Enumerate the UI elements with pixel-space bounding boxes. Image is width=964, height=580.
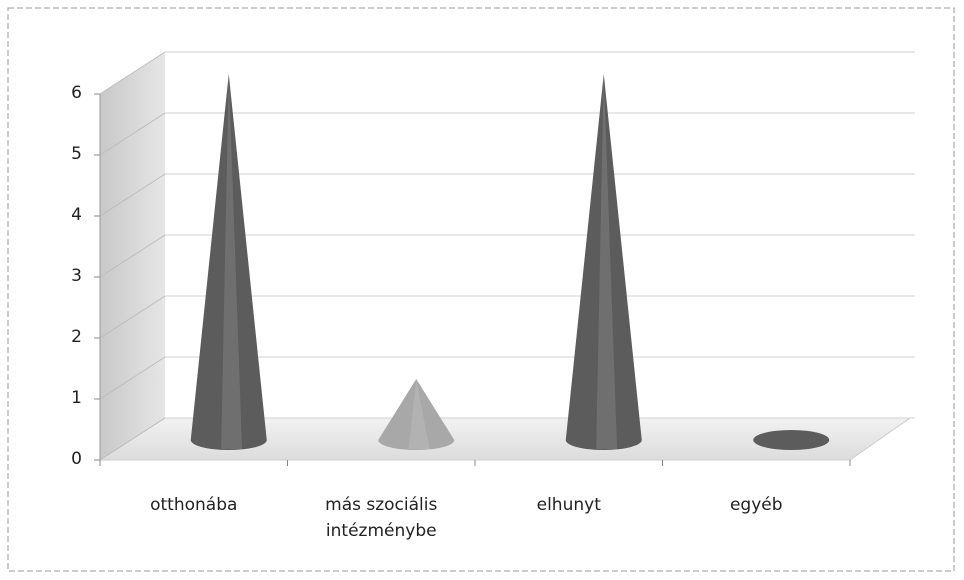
y-tick-label: 1 bbox=[71, 388, 82, 408]
cone bbox=[190, 74, 267, 450]
side-grid-line bbox=[99, 295, 166, 339]
side-grid-line bbox=[99, 417, 166, 461]
cone-part bbox=[408, 379, 430, 450]
x-tick-label: egyéb bbox=[729, 495, 783, 515]
y-tick-label: 3 bbox=[71, 266, 82, 286]
cone-part bbox=[565, 74, 642, 450]
y-tick-label: 0 bbox=[71, 449, 82, 469]
side-grid-line bbox=[99, 173, 166, 217]
side-grid-line bbox=[99, 356, 166, 400]
y-tick-label: 4 bbox=[71, 205, 82, 225]
frame bbox=[7, 7, 955, 572]
y-tick-label: 6 bbox=[71, 83, 82, 103]
y-tick-label: 2 bbox=[71, 327, 82, 347]
x-tick-label: más szociális intézménybe bbox=[325, 495, 438, 541]
x-tick-label: elhunyt bbox=[536, 495, 601, 515]
cone bbox=[753, 430, 830, 450]
cone-part bbox=[596, 74, 618, 450]
cone-part bbox=[190, 74, 267, 450]
side-grid-line bbox=[99, 51, 166, 95]
cone-part bbox=[378, 379, 455, 450]
cone bbox=[565, 74, 642, 450]
y-tick-label: 5 bbox=[71, 144, 82, 164]
cone bbox=[378, 379, 455, 450]
side-grid-line bbox=[99, 112, 166, 156]
cone-part bbox=[753, 430, 830, 450]
x-tick-label: otthonába bbox=[150, 495, 238, 515]
side-grid-line bbox=[99, 234, 166, 278]
cone-part bbox=[221, 74, 243, 450]
